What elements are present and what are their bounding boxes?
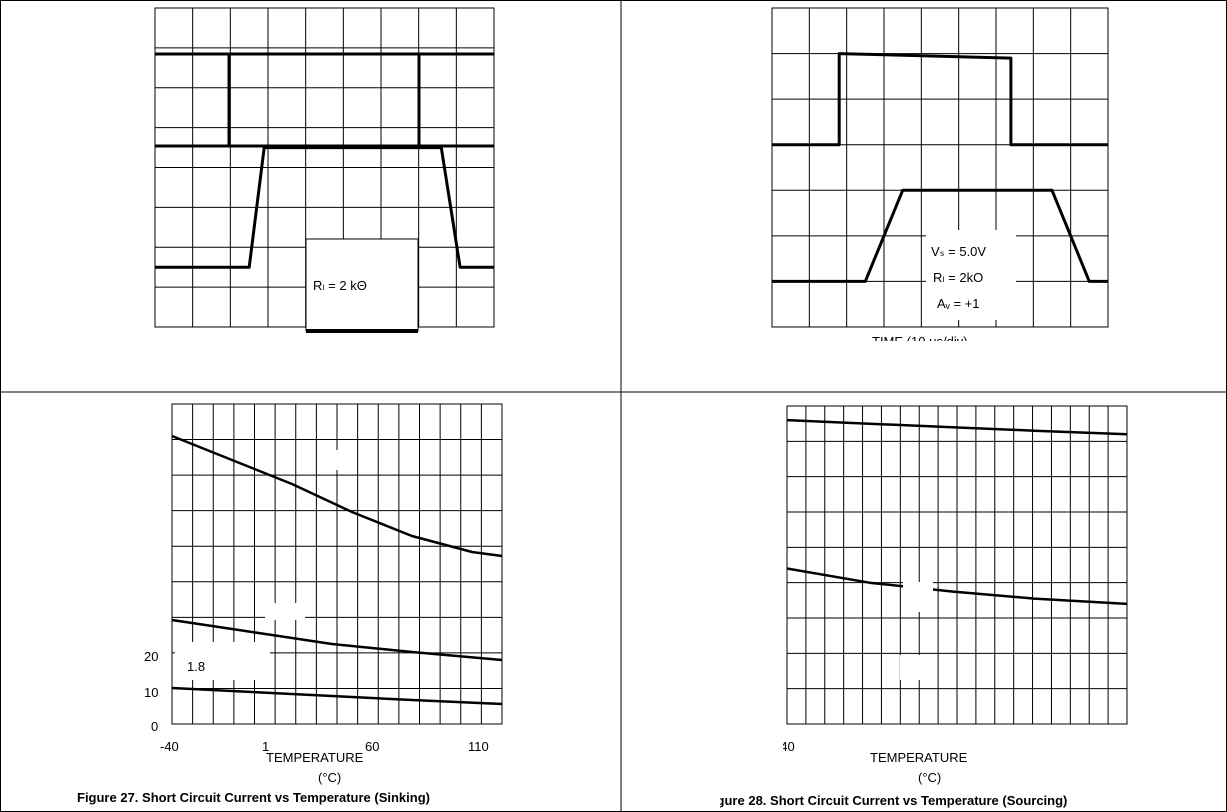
bottom-left-x-ticks: -40 1 60 110	[160, 739, 489, 754]
panel-top-left: Rₗ = 2 kΘ	[154, 7, 495, 333]
top-left-trace-series-0	[155, 146, 494, 269]
panel-bottom-right: -40 TEMPERATURE (°C) Figure 28. Short Ci…	[690, 405, 1128, 810]
bottom-left-curve-series-1	[171, 618, 503, 662]
bottom-right-xlabel: TEMPERATURE	[870, 750, 968, 765]
top-right-traces	[772, 52, 1108, 283]
bottom-left-mask-3	[175, 642, 270, 680]
bottom-right-mask-2	[900, 655, 935, 680]
bottom-right-xunit: (°C)	[918, 770, 941, 785]
top-right-label-box	[926, 230, 1016, 320]
top-right-border	[771, 7, 1109, 328]
x-tick-label: 1	[262, 739, 269, 754]
top-right-xlabel-mask	[860, 330, 1010, 344]
top-left-load-label: Rₗ = 2 kΘ	[313, 278, 367, 293]
x-tick-label: 110	[468, 739, 489, 754]
y-tick-label: 20	[144, 649, 158, 664]
bottom-right-curve-series-1	[786, 567, 1128, 606]
top-right-trace-series-1	[772, 188, 1108, 283]
x-tick-label: -40	[160, 739, 179, 754]
bottom-left-grid	[171, 403, 503, 725]
y-tick-label: 0	[151, 719, 158, 734]
top-left-traces	[155, 146, 494, 269]
bottom-left-mask-1	[320, 450, 350, 470]
bottom-left-mask-2	[265, 603, 305, 620]
bottom-left-xunit: (°C)	[318, 770, 341, 785]
bottom-right-grid	[786, 405, 1128, 725]
y-tick-label: 10	[144, 685, 158, 700]
bottom-left-xlabel: TEMPERATURE	[266, 750, 364, 765]
top-right-supply-label: Vₛ = 5.0V	[931, 244, 986, 259]
bottom-right-curve-series-0	[786, 418, 1128, 436]
bottom-right-caption-clip	[690, 790, 720, 810]
bottom-right-mask-1	[903, 582, 933, 612]
panel-top-right: Vₛ = 5.0V Rₗ = 2kO Aᵥ = +1 TIME (10 μs/d…	[771, 7, 1109, 355]
bottom-left-curve-label: 1.8	[187, 659, 205, 674]
bottom-left-curves	[171, 434, 503, 706]
bottom-right-x-tick-clip	[774, 738, 783, 754]
bottom-left-y-ticks: 0 10 20	[144, 649, 158, 734]
panel-bottom-left: 1.8 0 10 20 -40 1 60 110 TEMPERATURE (°C…	[77, 403, 503, 805]
top-right-xlabel-clip	[860, 341, 1020, 355]
bottom-right-curves	[786, 418, 1128, 606]
top-right-gain-label: Aᵥ = +1	[937, 296, 980, 311]
top-right-trace-series-0	[772, 52, 1108, 147]
bottom-left-curve-series-0	[171, 434, 503, 558]
top-right-load-label: Rₗ = 2kO	[933, 270, 983, 285]
bottom-right-caption: Figure 28. Short Circuit Current vs Temp…	[705, 793, 1067, 808]
x-tick-label: 60	[365, 739, 379, 754]
bottom-right-xlabel-clip	[860, 740, 1010, 752]
bottom-left-curve-series-2	[171, 686, 503, 706]
bottom-left-caption: Figure 27. Short Circuit Current vs Temp…	[77, 790, 430, 805]
